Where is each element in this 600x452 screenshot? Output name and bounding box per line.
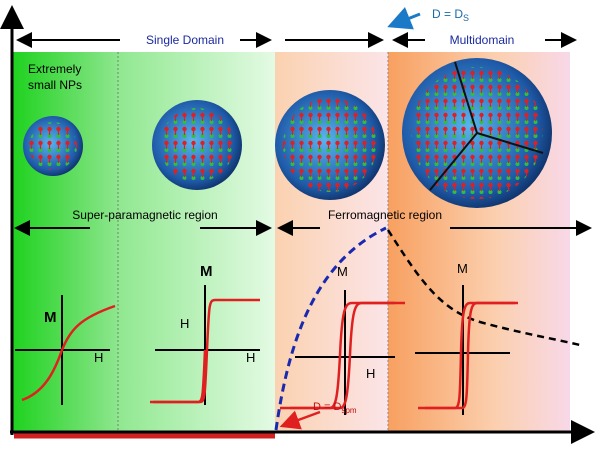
critical-text: D = D [432, 7, 463, 21]
top-arrows [14, 32, 592, 236]
spm-arrow [279, 410, 321, 430]
loop3-h: H [366, 366, 375, 381]
extremely-small-line1: Extremely [28, 62, 81, 76]
hysteresis-loops [21, 298, 518, 410]
single-domain-label: Single Domain [146, 33, 224, 47]
loop2-h: H [246, 350, 255, 365]
multidomain-label: Multidomain [450, 33, 515, 47]
extremely-small-line2: small NPs [28, 78, 82, 92]
critical-arrow [387, 7, 421, 30]
loop2-h-left: H [180, 316, 189, 331]
curves [274, 226, 581, 431]
critical-sub: S [463, 13, 469, 23]
superparamagnetic-label: Super-paramagnetic region [72, 208, 217, 222]
spm-label: D = Dspm [313, 401, 357, 415]
loop3-m: M [337, 264, 348, 279]
loop2-m: M [200, 263, 213, 280]
ferromagnetic-label: Ferromagnetic region [328, 208, 442, 222]
spm-sub: spm [341, 406, 356, 415]
loop1-m: M [44, 309, 57, 326]
particles [23, 58, 552, 208]
loop1-h: H [94, 350, 103, 365]
spm-text: D = D [313, 401, 341, 413]
loop4-m: M [457, 261, 468, 276]
axes [0, 5, 595, 444]
critical-size-label: D = DS [432, 7, 469, 23]
